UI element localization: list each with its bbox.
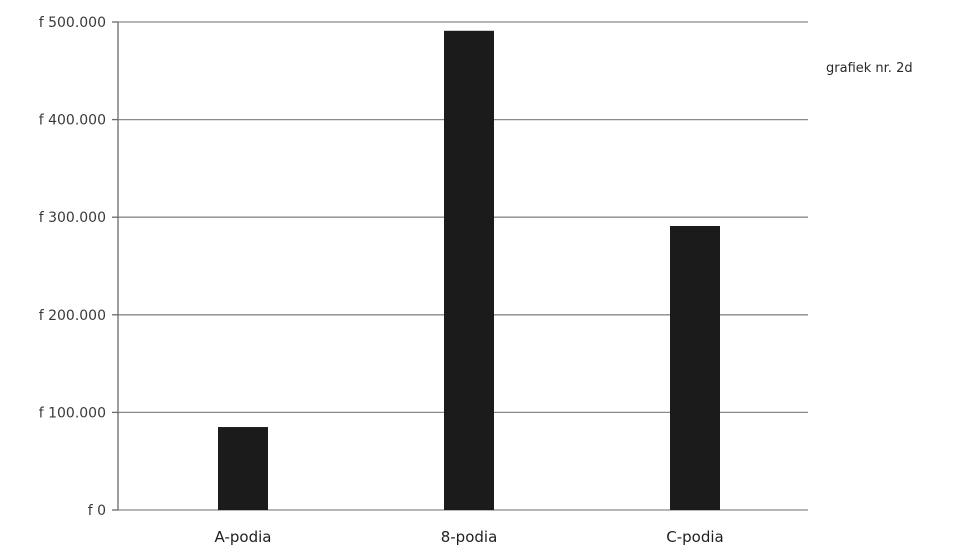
category-label: 8-podia <box>441 528 498 546</box>
y-tick-label: f 300.000 <box>39 210 106 226</box>
category-labels: A-podia 8-podia C-podia <box>215 528 724 546</box>
bars <box>218 30 720 511</box>
y-tick-label: f 100.000 <box>39 405 106 421</box>
chart-note: grafiek nr. 2d <box>826 61 913 76</box>
y-tick-label: f 0 <box>88 503 106 519</box>
bar-a-podia <box>218 427 268 510</box>
y-tick-label: f 500.000 <box>39 15 106 31</box>
y-tick-labels: f 0 f 100.000 f 200.000 f 300.000 f 400.000 f… <box>39 15 106 519</box>
category-label: A-podia <box>215 528 272 546</box>
y-tick-label: f 400.000 <box>39 113 106 129</box>
category-label: C-podia <box>666 528 723 546</box>
y-tick-label: f 200.000 <box>39 308 106 324</box>
bar-8-podia <box>444 30 494 511</box>
bar-c-podia <box>670 225 720 510</box>
axes <box>112 21 119 511</box>
